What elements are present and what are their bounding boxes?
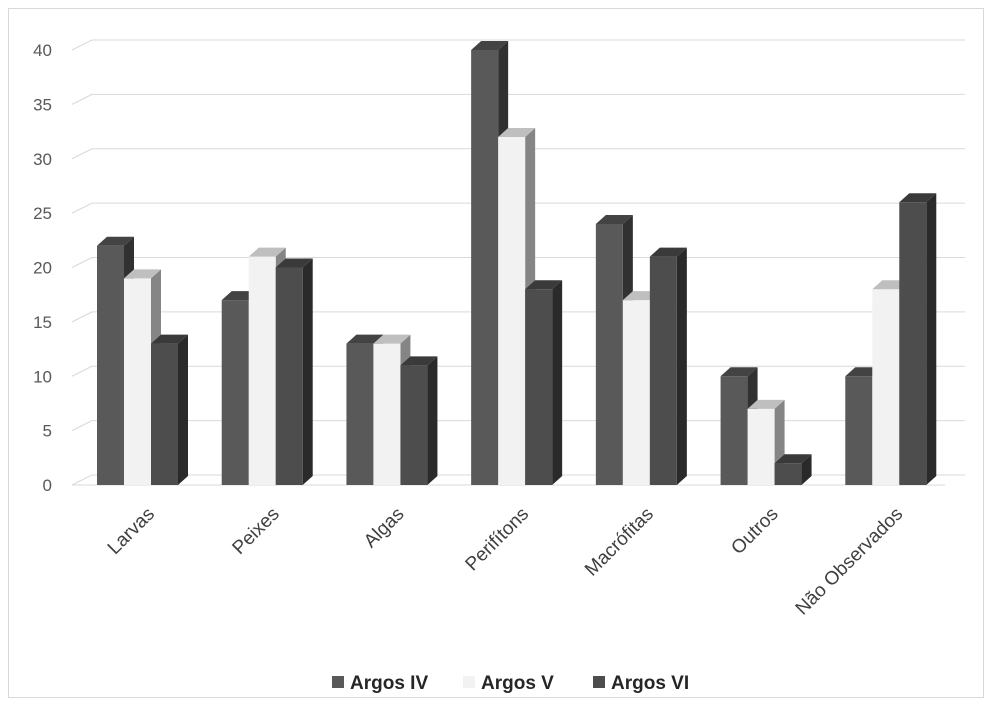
bar (774, 454, 812, 485)
bar-side (926, 193, 937, 485)
bar-front (774, 463, 802, 485)
bar (899, 193, 937, 485)
bar-front (97, 245, 124, 485)
bar-side (427, 356, 438, 485)
legend-item: Argos IV (332, 673, 428, 694)
bar-side (676, 247, 687, 485)
y-tick-label: 25 (33, 204, 52, 223)
bar-top (525, 280, 563, 290)
bar-top (498, 128, 536, 137)
legend-swatch (332, 676, 344, 688)
bar-top (275, 258, 313, 268)
gridline-diagonal (71, 148, 93, 160)
y-tick-label: 40 (33, 41, 52, 60)
bar (400, 356, 438, 485)
legend-label: Argos IV (350, 673, 428, 694)
y-tick-label: 20 (33, 259, 52, 278)
bar-front (124, 278, 151, 485)
bar-top (649, 247, 687, 257)
x-tick-label: Larvas (104, 504, 159, 559)
legend-swatch (463, 676, 475, 688)
y-tick-label: 5 (43, 422, 52, 441)
bar-top (471, 41, 509, 50)
bar-front (275, 267, 303, 485)
bar-side (552, 280, 563, 485)
bar-top (97, 236, 134, 246)
bar-front (649, 256, 677, 485)
y-tick-label: 10 (33, 367, 52, 386)
bar-front (872, 289, 900, 485)
bar-front (622, 300, 650, 485)
x-tick-label: Macrófitas (581, 504, 658, 581)
bar-top (400, 356, 438, 366)
bar-front (221, 300, 249, 485)
bar-front (400, 365, 428, 485)
bar-side (801, 454, 812, 485)
gridline-diagonal (71, 257, 93, 268)
legend-item: Argos VI (593, 673, 689, 694)
x-tick-label: Não Observados (792, 504, 908, 620)
legend-label: Argos VI (611, 673, 689, 694)
bar-front (346, 343, 374, 485)
bar-top (151, 334, 188, 344)
bar-top (747, 399, 785, 409)
gridline-diagonal (71, 39, 93, 51)
bar-top (124, 269, 161, 279)
gridline-diagonal (71, 202, 93, 214)
gridline-diagonal (71, 474, 93, 486)
gridline-diagonal (71, 311, 93, 323)
legend-item: Argos V (463, 673, 554, 694)
bar-front (899, 202, 927, 485)
bar (649, 247, 687, 485)
bar-front (747, 408, 775, 485)
bar-top (899, 193, 937, 203)
bar (525, 280, 563, 485)
bar-front (471, 50, 499, 485)
bar-front (595, 224, 623, 485)
bar-front (248, 256, 276, 485)
bar-top (774, 454, 812, 464)
y-tick-label: 30 (33, 150, 52, 169)
y-tick-label: 35 (33, 95, 52, 114)
bar-top (595, 215, 633, 224)
gridline-diagonal (71, 93, 93, 105)
bar-front (373, 343, 401, 485)
gridline-diagonal (71, 365, 93, 377)
bar-top (346, 334, 384, 344)
legend: Argos IV Argos V Argos VI (332, 673, 689, 694)
bar (151, 334, 188, 485)
x-tick-label: Perifítons (462, 504, 534, 576)
bar-top (720, 367, 758, 377)
legend-swatch (593, 676, 605, 688)
bars (97, 41, 937, 485)
bar-top (373, 334, 411, 344)
bar-side (178, 334, 188, 485)
bar-front (498, 137, 526, 485)
legend-label: Argos V (481, 673, 554, 694)
bar-front (720, 376, 748, 485)
gridline-diagonal (71, 420, 93, 432)
x-tick-label: Outros (727, 504, 782, 559)
bar-front (525, 289, 553, 485)
x-tick-label: Algas (360, 504, 408, 552)
bar-top (248, 247, 286, 257)
bar-front (151, 343, 178, 485)
bar-side (302, 258, 313, 485)
x-tick-label: Peixes (229, 504, 284, 559)
bar (275, 258, 313, 485)
y-tick-label: 15 (33, 313, 52, 332)
y-tick-label: 0 (43, 476, 52, 495)
bar-front (845, 376, 873, 485)
